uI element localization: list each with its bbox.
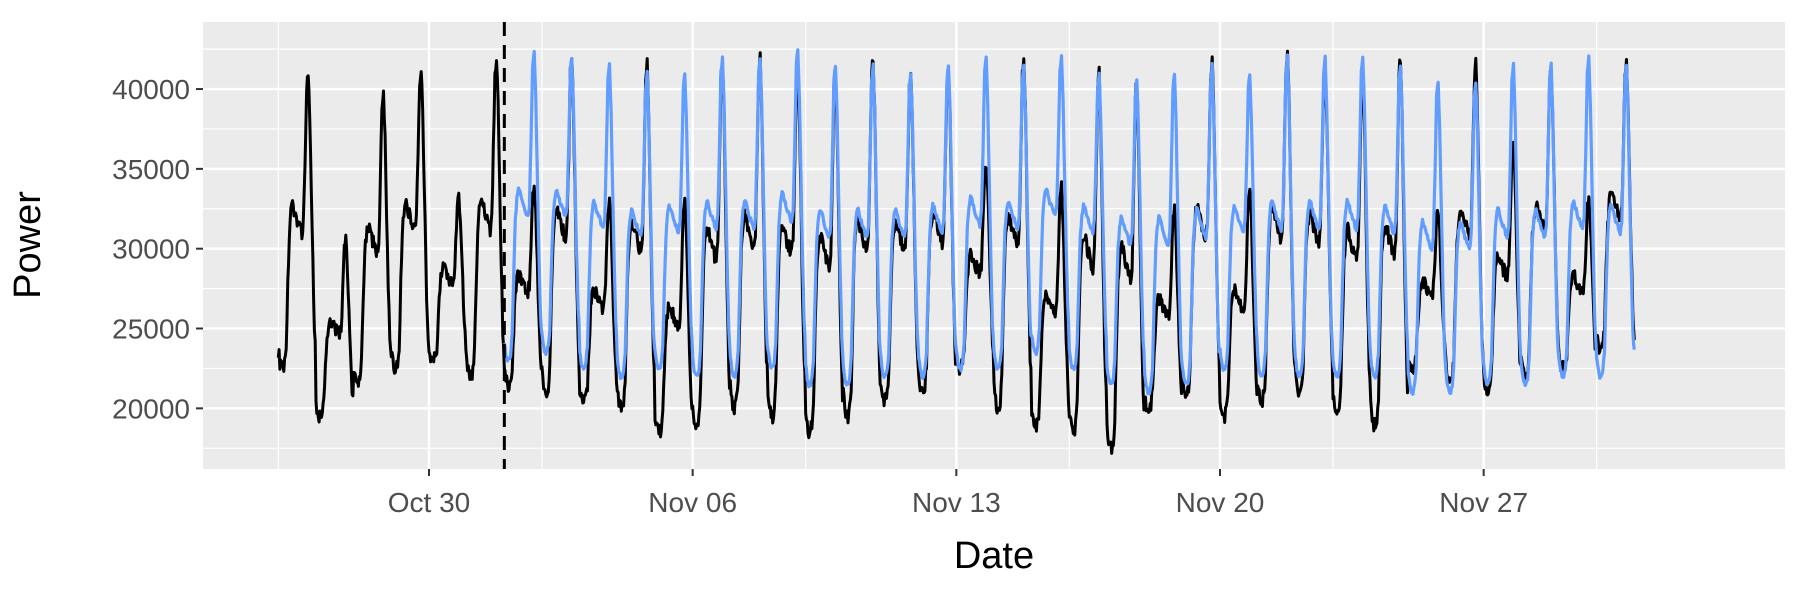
x-tick-label: Oct 30 <box>388 487 470 518</box>
y-axis: 20000 25000 30000 35000 40000 <box>112 74 203 424</box>
y-tick-label: 20000 <box>112 393 190 424</box>
x-tick-label: Nov 27 <box>1439 487 1528 518</box>
major-gridlines <box>203 22 1785 469</box>
y-tick-label: 35000 <box>112 154 190 185</box>
x-tick-label: Nov 20 <box>1176 487 1265 518</box>
series-line <box>502 48 1636 396</box>
y-axis-title: Power <box>7 191 49 299</box>
x-tick-label: Nov 06 <box>648 487 737 518</box>
x-axis: Oct 30 Nov 06 Nov 13 Nov 20 Nov 27 <box>388 469 1528 518</box>
minor-gridlines <box>203 22 1785 469</box>
y-tick-label: 30000 <box>112 234 190 265</box>
y-tick-label: 40000 <box>112 74 190 105</box>
y-tick-label: 25000 <box>112 314 190 345</box>
x-axis-title: Date <box>954 535 1034 577</box>
x-tick-label: Nov 13 <box>912 487 1001 518</box>
